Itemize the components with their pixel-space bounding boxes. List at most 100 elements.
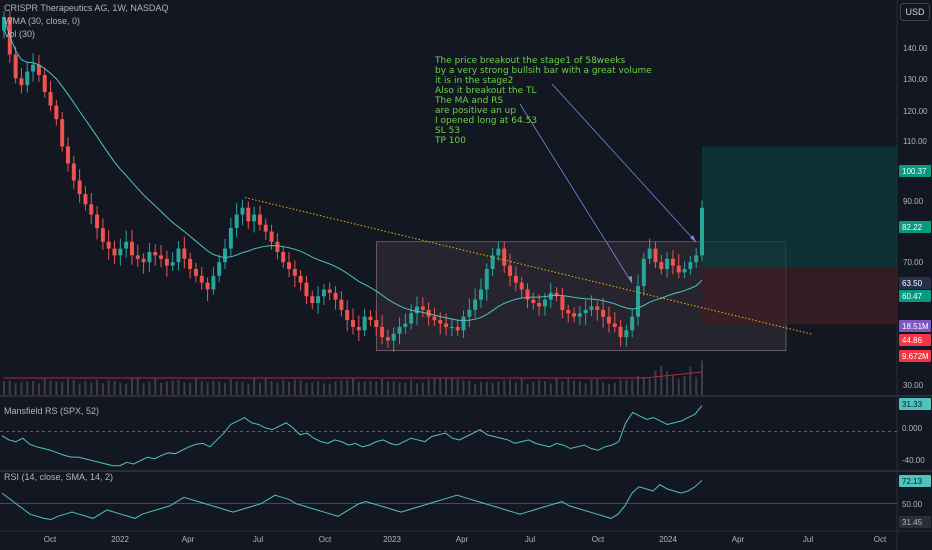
volume-bar: [218, 382, 221, 395]
volume-bar: [224, 383, 227, 395]
volume-indicator-label[interactable]: Vol (30): [4, 29, 36, 39]
volume-bar: [567, 378, 570, 395]
price-badge-label: 100.37: [902, 167, 927, 176]
long-position-loss-zone: [702, 267, 897, 325]
candle: [589, 306, 594, 310]
candle: [217, 262, 222, 276]
volume-bar: [584, 383, 587, 395]
volume-bar: [177, 379, 180, 395]
rsi-badge: [899, 475, 931, 487]
mansfield-rs-label[interactable]: Mansfield RS (SPX, 52): [4, 406, 100, 416]
volume-bar: [32, 380, 35, 395]
volume-bar: [509, 379, 512, 395]
analysis-note-line: by a very strong bullsih bar with a grea…: [435, 66, 652, 76]
candle: [449, 326, 454, 329]
annotation-arrow: [519, 103, 633, 284]
candle: [159, 255, 164, 259]
candle: [345, 309, 350, 321]
arrowhead: [690, 235, 696, 242]
candle: [630, 316, 635, 331]
candle: [95, 214, 100, 229]
time-axis-label: Oct: [874, 535, 887, 544]
volume-bar: [107, 380, 110, 395]
candle: [135, 255, 140, 259]
volume-bar: [160, 382, 163, 395]
time-axis-label: Jul: [803, 535, 813, 544]
candle: [199, 275, 204, 283]
volume-bar: [607, 383, 610, 395]
volume-bar: [369, 381, 372, 395]
candle: [124, 241, 129, 249]
candle: [694, 255, 699, 263]
volume-bar: [96, 379, 99, 395]
candle: [519, 282, 524, 290]
candle: [211, 275, 216, 290]
candle: [327, 289, 332, 293]
volume-bar: [538, 380, 541, 395]
candle: [31, 64, 36, 72]
annotation-arrow: [551, 83, 697, 243]
candle: [71, 163, 76, 181]
candle: [153, 251, 158, 256]
candle: [333, 292, 338, 300]
candle: [362, 316, 367, 331]
volume-bar: [61, 382, 64, 395]
candle: [48, 91, 53, 106]
candle: [77, 180, 82, 195]
candle: [304, 282, 309, 297]
volume-bar: [311, 382, 314, 395]
volume-bar: [229, 379, 232, 395]
volume-bar: [293, 379, 296, 395]
candle: [129, 241, 134, 256]
volume-bar: [689, 366, 692, 395]
volume-bar: [84, 381, 87, 395]
volume-bar: [322, 383, 325, 395]
candle: [618, 326, 623, 338]
candle: [170, 262, 175, 266]
volume-bar: [154, 378, 157, 395]
candle: [473, 299, 478, 310]
candle: [321, 289, 326, 297]
candle: [298, 275, 303, 283]
volume-bar: [637, 375, 640, 395]
volume-bar: [602, 382, 605, 395]
volume-bar: [264, 378, 267, 395]
rsi-label[interactable]: RSI (14, close, SMA, 14, 2): [4, 472, 114, 482]
trendline: [244, 197, 813, 335]
volume-bar: [288, 381, 291, 395]
candle: [106, 241, 111, 249]
candle: [641, 258, 646, 287]
volume-bar: [578, 381, 581, 395]
analysis-note-line: SL 53: [435, 126, 461, 136]
volume-bar: [282, 380, 285, 395]
price-badge-label: 9.672M: [902, 352, 929, 361]
candle: [612, 323, 617, 327]
volume-bar: [3, 381, 5, 395]
symbol-title[interactable]: CRISPR Therapeutics AG, 1W, NASDAQ: [4, 3, 169, 13]
candle: [351, 320, 355, 327]
wma-indicator-label[interactable]: WMA (30, close, 0): [4, 16, 81, 26]
analysis-note-line: it is in the stage2: [435, 76, 514, 86]
currency-button[interactable]: USD: [900, 3, 930, 21]
volume-bar: [258, 382, 261, 395]
volume-bar: [410, 379, 413, 395]
candle: [316, 296, 321, 304]
candle: [374, 320, 379, 327]
rs-tick-label: 0.000: [902, 424, 923, 433]
price-badge: [899, 221, 931, 233]
volume-bar: [189, 382, 192, 395]
candle: [502, 248, 507, 266]
candle: [461, 316, 466, 331]
volume-bar: [485, 381, 488, 395]
candle: [176, 248, 181, 263]
volume-bar: [235, 381, 238, 395]
volume-bar: [357, 382, 360, 395]
candle: [467, 309, 472, 317]
volume-bar: [241, 381, 244, 395]
volume-bar: [55, 381, 58, 395]
volume-bar: [439, 378, 442, 395]
price-badge-label: 60.47: [902, 292, 923, 301]
volume-bar: [8, 380, 11, 395]
candle: [688, 262, 693, 270]
